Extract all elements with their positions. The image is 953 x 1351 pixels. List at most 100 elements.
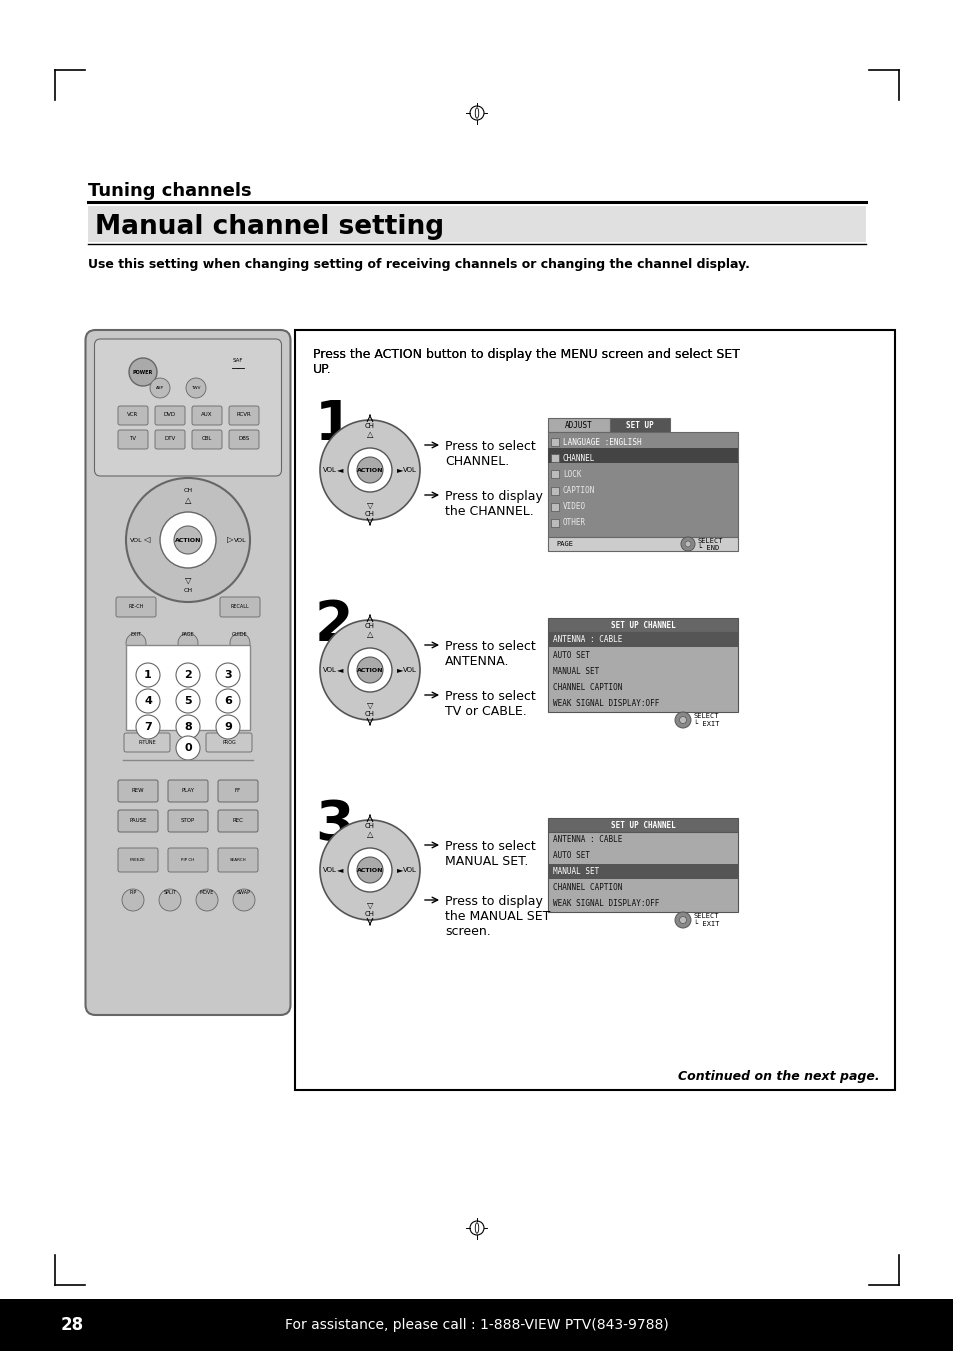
Text: Tuning channels: Tuning channels xyxy=(88,182,252,200)
Text: Press to select
ANTENNA.: Press to select ANTENNA. xyxy=(444,640,536,667)
Text: REW: REW xyxy=(132,789,144,793)
Circle shape xyxy=(122,889,144,911)
Circle shape xyxy=(186,378,206,399)
Text: ACTION: ACTION xyxy=(356,667,383,673)
Text: ACTION: ACTION xyxy=(174,538,201,543)
Text: △: △ xyxy=(185,496,191,504)
Text: CHANNEL: CHANNEL xyxy=(562,454,595,463)
Circle shape xyxy=(215,715,240,739)
Circle shape xyxy=(680,536,695,551)
Text: △: △ xyxy=(366,431,373,439)
Circle shape xyxy=(356,457,382,484)
FancyBboxPatch shape xyxy=(229,430,258,449)
Text: CH: CH xyxy=(183,588,193,593)
Text: WEAK SIGNAL DISPLAY:OFF: WEAK SIGNAL DISPLAY:OFF xyxy=(553,700,659,708)
Text: PLAY: PLAY xyxy=(181,789,194,793)
Text: ◄: ◄ xyxy=(336,666,343,674)
Text: AUTO SET: AUTO SET xyxy=(553,651,589,661)
FancyBboxPatch shape xyxy=(168,811,208,832)
Text: PROG: PROG xyxy=(222,739,235,744)
Text: CH: CH xyxy=(365,511,375,517)
FancyBboxPatch shape xyxy=(154,430,185,449)
Bar xyxy=(551,519,558,527)
Text: ▽: ▽ xyxy=(185,576,191,585)
Circle shape xyxy=(319,420,419,520)
Text: VOL: VOL xyxy=(130,538,142,543)
Bar xyxy=(547,432,738,536)
Text: LOCK: LOCK xyxy=(562,470,581,478)
Text: TV: TV xyxy=(130,436,136,442)
Circle shape xyxy=(160,512,215,567)
Text: TWV: TWV xyxy=(191,386,200,390)
Text: REC: REC xyxy=(233,819,243,824)
Text: ACTION: ACTION xyxy=(356,467,383,473)
Text: For assistance, please call : 1-888-VIEW PTV(843-9788): For assistance, please call : 1-888-VIEW… xyxy=(285,1319,668,1332)
Text: ►: ► xyxy=(396,666,403,674)
Bar xyxy=(551,454,558,462)
Circle shape xyxy=(230,634,250,653)
Text: ◄: ◄ xyxy=(336,866,343,874)
Text: SELECT: SELECT xyxy=(698,538,722,544)
FancyBboxPatch shape xyxy=(124,734,170,753)
Bar xyxy=(547,449,738,463)
Text: ADJUST: ADJUST xyxy=(564,420,592,430)
Text: ▷: ▷ xyxy=(227,535,233,544)
Text: VOL: VOL xyxy=(323,467,336,473)
Text: ▽: ▽ xyxy=(366,701,373,709)
FancyBboxPatch shape xyxy=(192,407,222,426)
FancyBboxPatch shape xyxy=(86,330,291,1015)
Text: ►: ► xyxy=(396,866,403,874)
Text: SPLIT: SPLIT xyxy=(163,889,176,894)
Text: LANGUAGE :ENGLISH: LANGUAGE :ENGLISH xyxy=(562,438,641,447)
Text: CH: CH xyxy=(365,711,375,717)
Text: └ END: └ END xyxy=(698,544,719,551)
Text: SET UP: SET UP xyxy=(625,420,653,430)
Bar xyxy=(547,832,738,912)
Circle shape xyxy=(150,378,170,399)
Text: ◁: ◁ xyxy=(143,535,149,544)
Text: ►: ► xyxy=(396,466,403,474)
Text: VIDEO: VIDEO xyxy=(562,503,585,511)
Circle shape xyxy=(126,478,250,603)
Text: FF: FF xyxy=(234,789,241,793)
Circle shape xyxy=(178,634,198,653)
Text: RE-CH: RE-CH xyxy=(128,604,144,609)
Text: SELECT: SELECT xyxy=(693,913,719,919)
Text: Press to select
MANUAL SET.: Press to select MANUAL SET. xyxy=(444,840,536,867)
Text: GUIDE: GUIDE xyxy=(232,632,248,638)
Circle shape xyxy=(233,889,254,911)
FancyBboxPatch shape xyxy=(218,811,257,832)
Text: STOP: STOP xyxy=(181,819,195,824)
Text: RCVR: RCVR xyxy=(236,412,251,417)
Text: PAGE: PAGE xyxy=(181,632,194,638)
Text: ANTENNA : CABLE: ANTENNA : CABLE xyxy=(553,635,621,644)
Text: Press the ACTION button to display the MENU screen and select SET
UP.: Press the ACTION button to display the M… xyxy=(313,349,740,376)
Text: 9: 9 xyxy=(224,721,232,732)
Text: ▽: ▽ xyxy=(366,901,373,909)
Text: 2: 2 xyxy=(184,670,192,680)
Text: 28: 28 xyxy=(60,1316,84,1333)
Circle shape xyxy=(356,657,382,684)
Circle shape xyxy=(679,716,686,724)
Text: MANUAL SET: MANUAL SET xyxy=(553,867,598,877)
Text: PAGE: PAGE xyxy=(556,540,573,547)
Bar xyxy=(547,817,738,832)
Text: FREEZE: FREEZE xyxy=(130,858,146,862)
Text: SELECT: SELECT xyxy=(693,713,719,719)
Circle shape xyxy=(175,689,200,713)
Circle shape xyxy=(175,663,200,688)
Text: 0: 0 xyxy=(184,743,192,753)
FancyBboxPatch shape xyxy=(118,780,158,802)
FancyBboxPatch shape xyxy=(154,407,185,426)
FancyBboxPatch shape xyxy=(118,848,158,871)
Bar xyxy=(547,865,738,880)
Circle shape xyxy=(129,358,157,386)
Text: SET UP CHANNEL: SET UP CHANNEL xyxy=(610,820,675,830)
Text: △: △ xyxy=(366,631,373,639)
Text: AUTO SET: AUTO SET xyxy=(553,851,589,861)
Text: Use this setting when changing setting of receiving channels or changing the cha: Use this setting when changing setting o… xyxy=(88,258,749,272)
Text: MOVE: MOVE xyxy=(199,889,214,894)
Circle shape xyxy=(215,689,240,713)
Text: ◄: ◄ xyxy=(336,466,343,474)
Text: VOL: VOL xyxy=(402,867,416,873)
